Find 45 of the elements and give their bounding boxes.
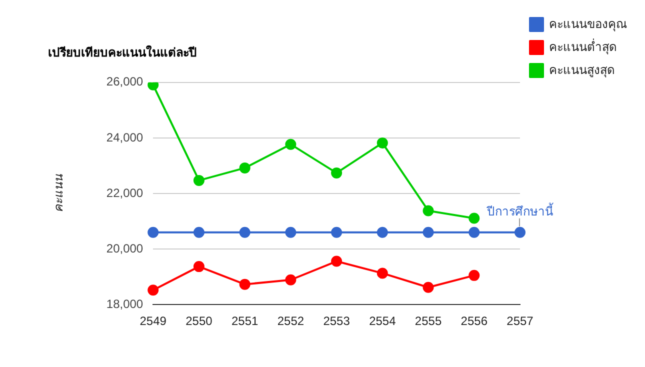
y-tick-label: 26,000 [106, 74, 144, 89]
y-tick-label: 22,000 [106, 186, 144, 200]
chart-title: เปรียบเทียบคะแนนในแต่ละปี [48, 44, 197, 60]
point [422, 226, 434, 238]
point [331, 226, 342, 238]
point [239, 278, 250, 290]
annotation: ปีการศึกษานี้ [486, 202, 554, 219]
x-tick-label: 2551 [231, 314, 258, 328]
point [239, 226, 250, 238]
x-tick-label: 2550 [186, 314, 213, 328]
point [331, 256, 342, 267]
y-tick-label: 24,000 [106, 130, 144, 144]
point [376, 137, 388, 148]
point [193, 174, 204, 186]
x-tick-label: 2552 [277, 314, 304, 328]
point [285, 138, 296, 150]
point [376, 226, 388, 238]
y-axis-title: คะแนน [52, 174, 66, 212]
point [148, 82, 159, 90]
point [331, 167, 342, 178]
point [514, 226, 526, 238]
point [148, 226, 159, 238]
x-tick-label: 2555 [414, 314, 442, 328]
legend-label: คะแนนสูงสุด [549, 62, 615, 78]
point [468, 270, 480, 281]
x-tick-label: 2557 [506, 314, 534, 328]
x-tick-label: 2556 [460, 314, 488, 328]
point [376, 268, 388, 279]
point [193, 226, 204, 238]
legend-label: คะแนนต่ำสุด [549, 38, 617, 55]
point [285, 226, 296, 238]
point [422, 282, 434, 293]
y-tick-label: 18,000 [106, 296, 144, 311]
legend-label: คะแนนของคุณ [549, 16, 627, 32]
point [285, 274, 296, 286]
point [468, 212, 480, 224]
point [422, 205, 434, 216]
point [148, 284, 159, 296]
x-tick-label: 2553 [323, 314, 350, 328]
y-tick-label: 20,000 [106, 241, 144, 256]
point [239, 162, 250, 174]
x-tick-label: 2549 [140, 314, 167, 328]
point [468, 226, 480, 238]
x-tick-label: 2554 [369, 314, 396, 328]
point [193, 261, 204, 272]
